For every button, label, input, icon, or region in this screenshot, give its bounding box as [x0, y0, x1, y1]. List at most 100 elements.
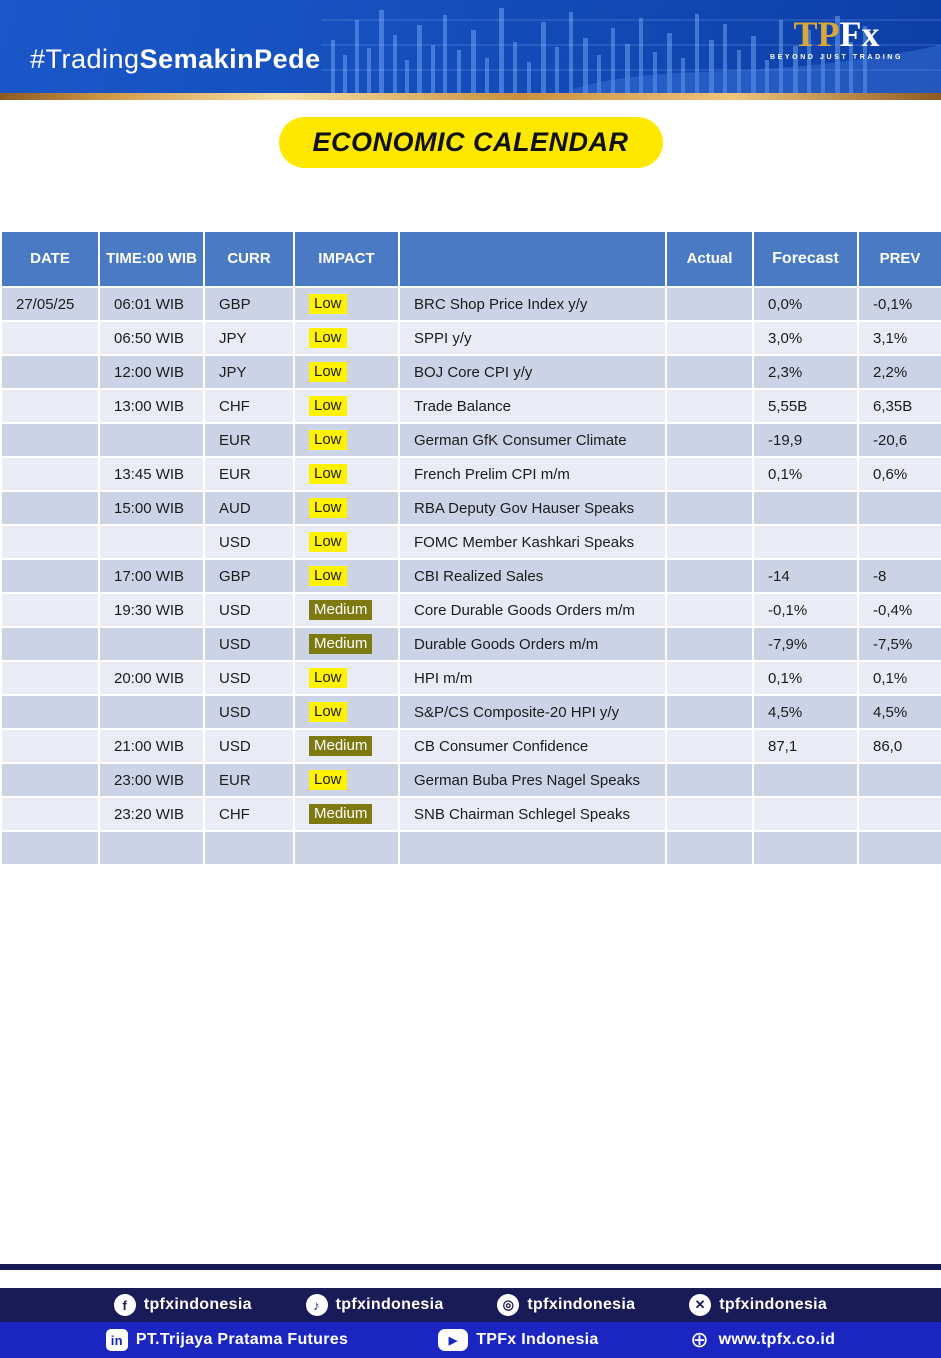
- cell-date: [0, 320, 100, 356]
- cell-event: French Prelim CPI m/m: [398, 456, 667, 492]
- cell-date: [0, 762, 100, 798]
- table-row: 13:45 WIB EUR Low French Prelim CPI m/m 0,1%…: [0, 456, 941, 492]
- cell-prev: -7,5%: [857, 626, 941, 662]
- cell-actual: [665, 286, 754, 322]
- cell-impact: Low: [293, 762, 400, 798]
- cell-curr: GBP: [203, 558, 295, 594]
- cell-time: 19:30 WIB: [98, 592, 205, 628]
- table-row: 17:00 WIB GBP Low CBI Realized Sales -14 -8: [0, 558, 941, 594]
- cell-curr: USD: [203, 660, 295, 696]
- tiktok-icon: ♪: [305, 1294, 328, 1316]
- cell-actual: [665, 830, 754, 866]
- cell-time: [98, 694, 205, 730]
- linkedin-icon: in: [105, 1329, 128, 1351]
- table-row: EUR Low German GfK Consumer Climate -19,9 -2…: [0, 422, 941, 458]
- cell-date: [0, 490, 100, 526]
- footer-social-row: f tpfxindonesia ♪ tpfxindonesia ◎ tpfxindones…: [0, 1288, 941, 1322]
- cell-forecast: 4,5%: [752, 694, 859, 730]
- cell-forecast: 0,0%: [752, 286, 859, 322]
- cell-forecast: 87,1: [752, 728, 859, 764]
- instagram-icon: ◎: [497, 1294, 520, 1316]
- impact-badge: Low: [309, 430, 347, 450]
- page-title-badge: ECONOMIC CALENDAR: [278, 117, 663, 168]
- impact-badge: Low: [309, 702, 347, 722]
- social-item[interactable]: ▶ TPFx Indonesia: [438, 1329, 598, 1351]
- x-icon: ✕: [689, 1294, 712, 1316]
- social-item[interactable]: ♪ tpfxindonesia: [305, 1294, 444, 1316]
- table-row: USD Low S&P/CS Composite-20 HPI y/y 4,5% 4,5…: [0, 694, 941, 730]
- globe-icon: ⊕: [690, 1327, 709, 1352]
- cell-prev: -0,1%: [857, 286, 941, 322]
- cell-time: 12:00 WIB: [98, 354, 205, 390]
- cell-impact: Low: [293, 354, 400, 390]
- cell-curr: USD: [203, 592, 295, 628]
- cell-date: [0, 626, 100, 662]
- cell-actual: [665, 490, 754, 526]
- cell-prev: [857, 490, 941, 526]
- hashtag-prefix: #Trading: [30, 44, 140, 74]
- table-row: 06:50 WIB JPY Low SPPI y/y 3,0% 3,1%: [0, 320, 941, 356]
- impact-badge: Low: [309, 328, 347, 348]
- cell-impact: Low: [293, 286, 400, 322]
- cell-forecast: 0,1%: [752, 660, 859, 696]
- table-body: 27/05/25 06:01 WIB GBP Low BRC Shop Price In…: [0, 286, 941, 866]
- table-row: 23:00 WIB EUR Low German Buba Pres Nagel Sp…: [0, 762, 941, 798]
- cell-time: 21:00 WIB: [98, 728, 205, 764]
- cell-time: 13:00 WIB: [98, 388, 205, 424]
- cell-event: Trade Balance: [398, 388, 667, 424]
- table-row: 20:00 WIB USD Low HPI m/m 0,1% 0,1%: [0, 660, 941, 696]
- cell-actual: [665, 422, 754, 458]
- social-label: tpfxindonesia: [335, 1296, 444, 1313]
- social-item[interactable]: in PT.Trijaya Pratama Futures: [105, 1329, 348, 1351]
- top-banner: #TradingSemakinPede TPFx BEYOND JUST TRA…: [0, 0, 941, 93]
- cell-date: [0, 694, 100, 730]
- cell-curr: JPY: [203, 320, 295, 356]
- cell-forecast: [752, 524, 859, 560]
- header-forecast: Forecast: [752, 230, 859, 288]
- social-label: www.tpfx.co.id: [718, 1331, 836, 1348]
- table-row: USD Low FOMC Member Kashkari Speaks: [0, 524, 941, 560]
- table-row: USD Medium Durable Goods Orders m/m -7,9% -7…: [0, 626, 941, 662]
- cell-prev: 6,35B: [857, 388, 941, 424]
- cell-curr: CHF: [203, 388, 295, 424]
- cell-actual: [665, 796, 754, 832]
- cell-impact: Medium: [293, 796, 400, 832]
- cell-date: [0, 830, 100, 866]
- social-label: tpfxindonesia: [143, 1296, 252, 1313]
- social-item[interactable]: ⊕ www.tpfx.co.id: [689, 1327, 836, 1352]
- cell-curr: CHF: [203, 796, 295, 832]
- hashtag-bold: SemakinPede: [139, 44, 321, 74]
- cell-prev: 3,1%: [857, 320, 941, 356]
- social-item[interactable]: f tpfxindonesia: [113, 1294, 252, 1316]
- cell-forecast: [752, 796, 859, 832]
- economic-calendar-table: DATE TIME:00 WIB CURR IMPACT Actual Fore…: [0, 230, 941, 866]
- cell-actual: [665, 456, 754, 492]
- header-date: DATE: [0, 230, 100, 288]
- impact-badge: Low: [309, 770, 347, 790]
- table-row: 21:00 WIB USD Medium CB Consumer Confidence…: [0, 728, 941, 764]
- header-curr: CURR: [203, 230, 295, 288]
- cell-time: [98, 830, 205, 866]
- social-label: tpfxindonesia: [527, 1296, 636, 1313]
- header-event: [398, 230, 667, 288]
- cell-impact: Low: [293, 524, 400, 560]
- cell-actual: [665, 388, 754, 424]
- cell-time: 13:45 WIB: [98, 456, 205, 492]
- cell-forecast: -14: [752, 558, 859, 594]
- header-prev: PREV: [857, 230, 941, 288]
- campaign-hashtag: #TradingSemakinPede: [30, 44, 321, 75]
- cell-curr: USD: [203, 728, 295, 764]
- cell-time: 06:50 WIB: [98, 320, 205, 356]
- cell-event: RBA Deputy Gov Hauser Speaks: [398, 490, 667, 526]
- cell-event: CBI Realized Sales: [398, 558, 667, 594]
- cell-prev: [857, 796, 941, 832]
- cell-prev: 0,6%: [857, 456, 941, 492]
- cell-actual: [665, 660, 754, 696]
- cell-event: BOJ Core CPI y/y: [398, 354, 667, 390]
- footer-company-row: in PT.Trijaya Pratama Futures ▶ TPFx Indone…: [0, 1322, 941, 1358]
- cell-prev: [857, 762, 941, 798]
- social-item[interactable]: ✕ tpfxindonesia: [689, 1294, 827, 1316]
- social-item[interactable]: ◎ tpfxindonesia: [497, 1294, 635, 1316]
- cell-date: 27/05/25: [0, 286, 100, 322]
- impact-badge: Low: [309, 464, 347, 484]
